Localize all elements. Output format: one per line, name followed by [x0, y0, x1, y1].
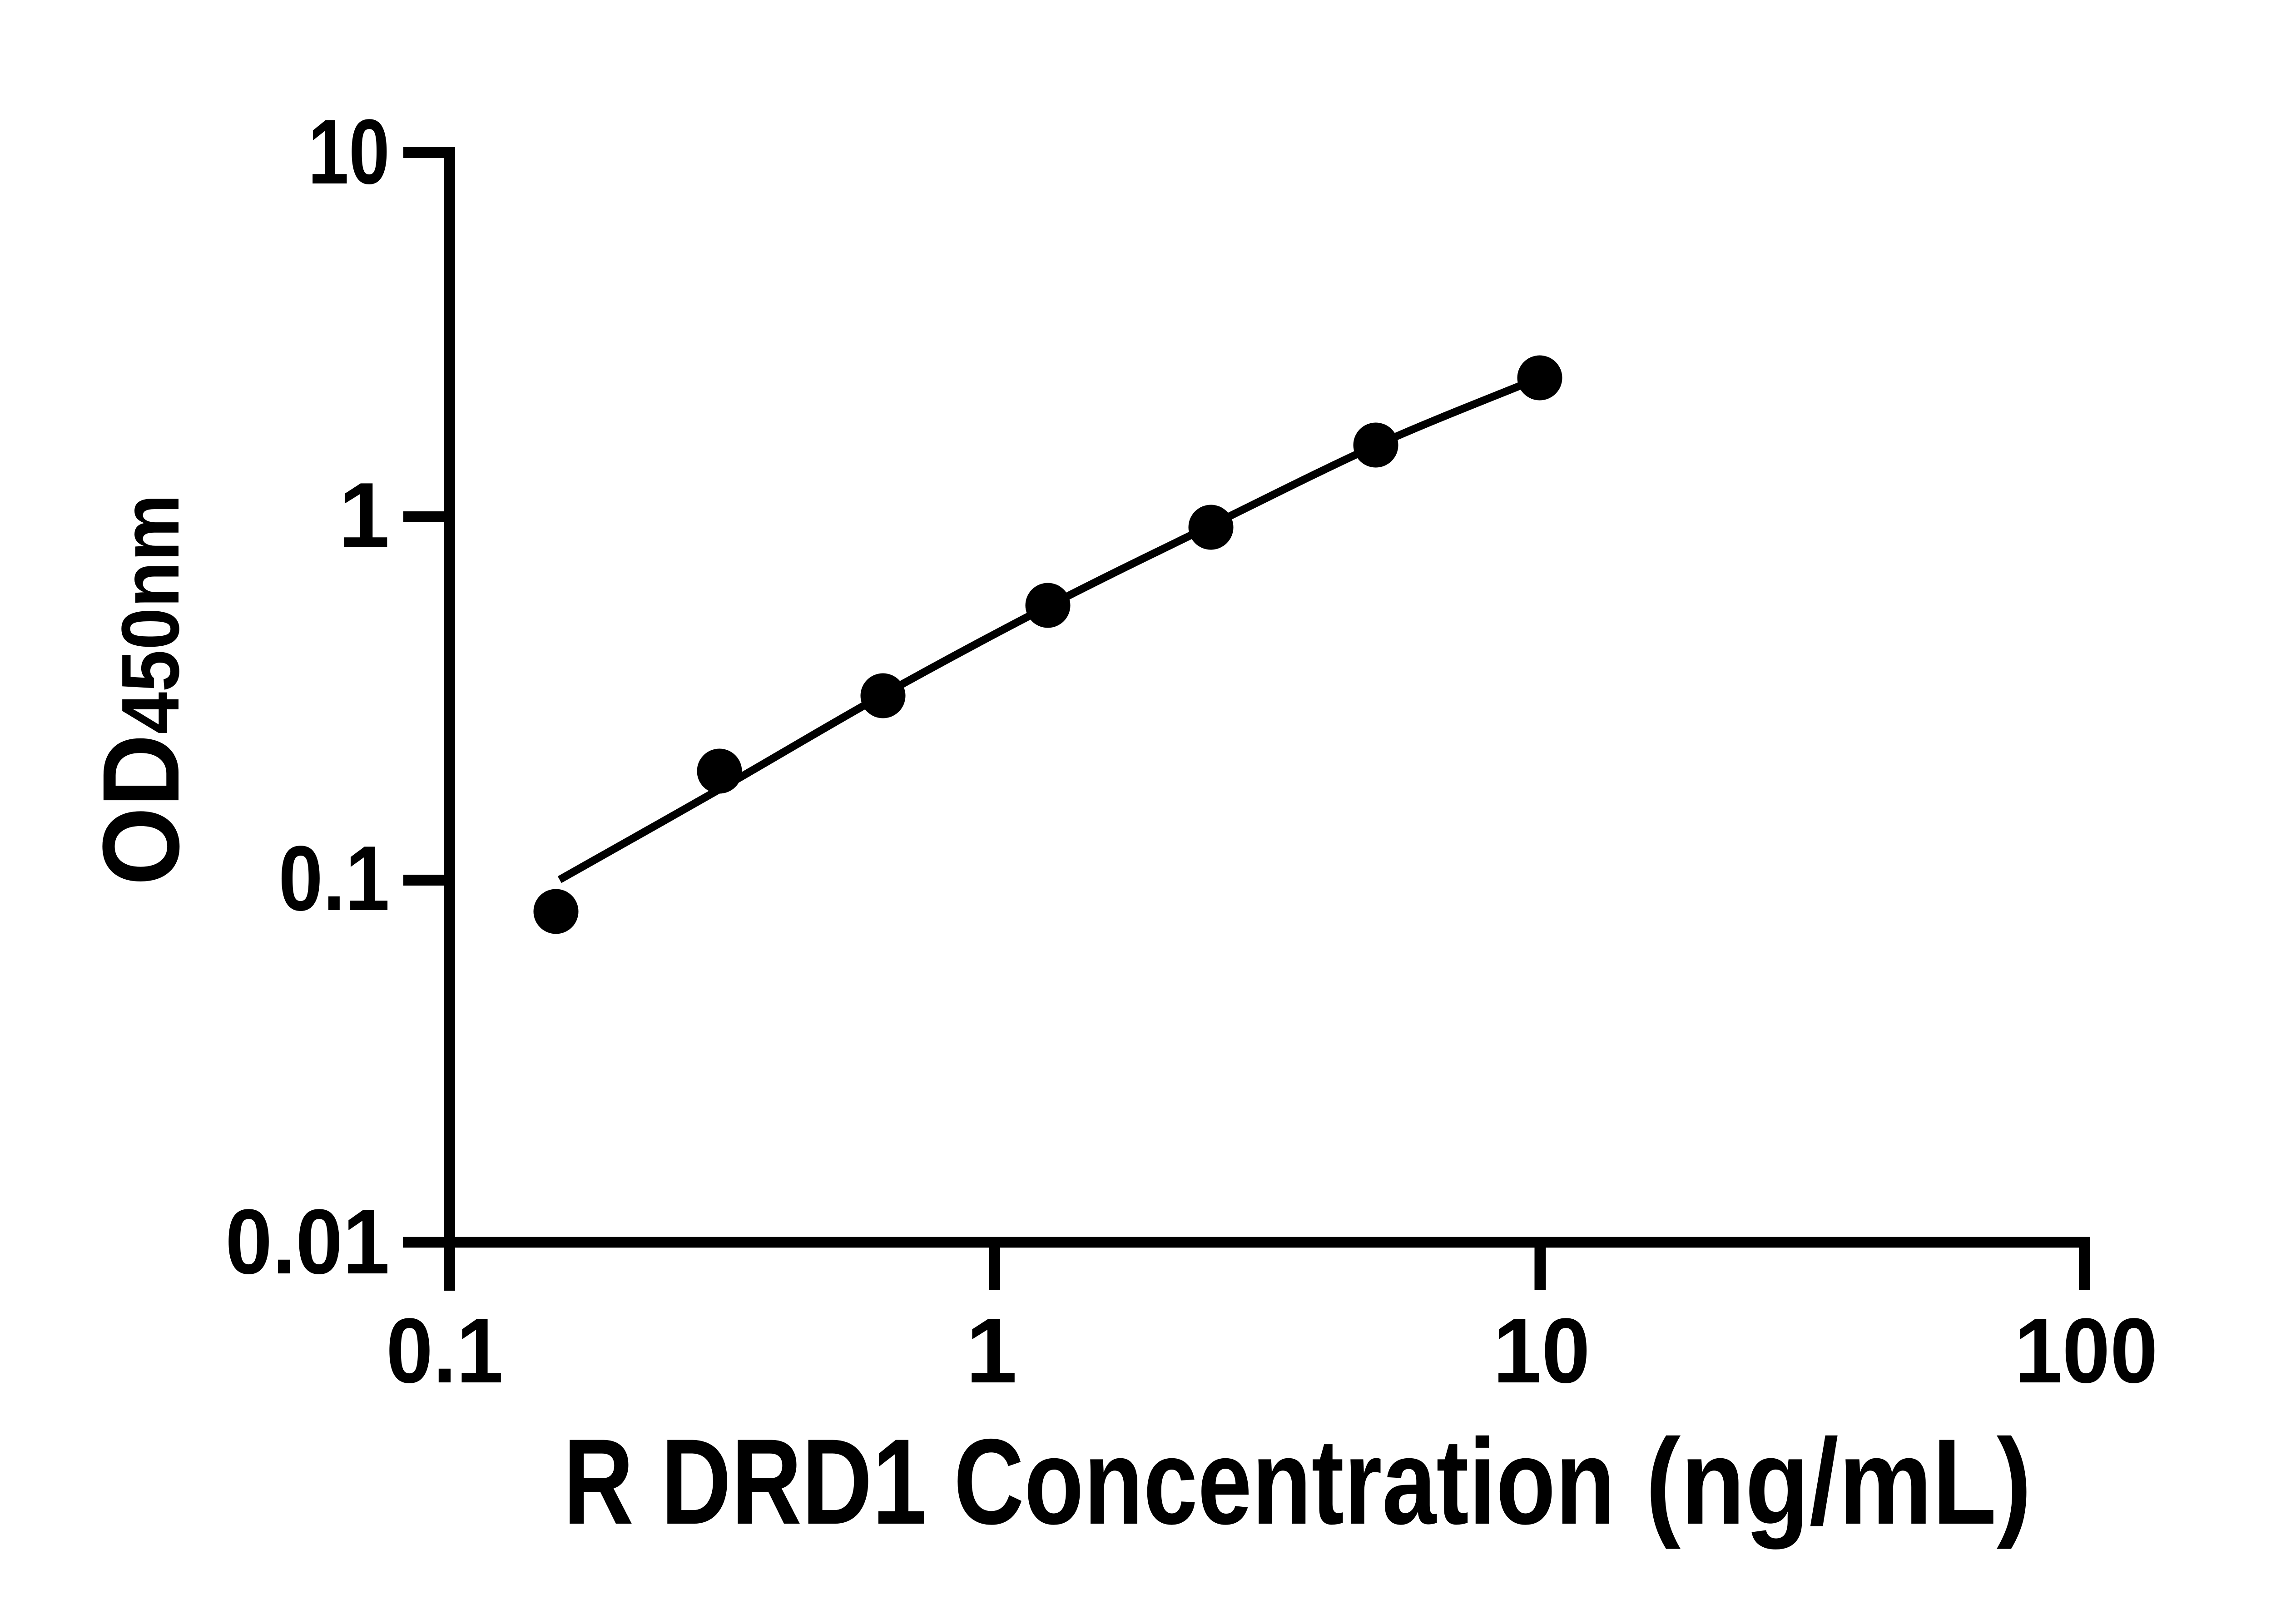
svg-text:0.01: 0.01: [225, 1190, 390, 1293]
svg-text:(ng/mL): (ng/mL): [1646, 1413, 2032, 1550]
svg-text:10: 10: [308, 100, 390, 203]
svg-text:0.1: 0.1: [278, 827, 390, 930]
svg-text:R DRD1 Concentration: R DRD1 Concentration: [563, 1413, 1615, 1550]
svg-text:10: 10: [1493, 1299, 1590, 1402]
svg-text:OD450nm: OD450nm: [80, 494, 202, 886]
svg-text:100: 100: [2014, 1299, 2158, 1402]
svg-text:1: 1: [966, 1299, 1017, 1402]
svg-text:0.1: 0.1: [386, 1299, 503, 1402]
svg-text:1: 1: [338, 464, 390, 567]
